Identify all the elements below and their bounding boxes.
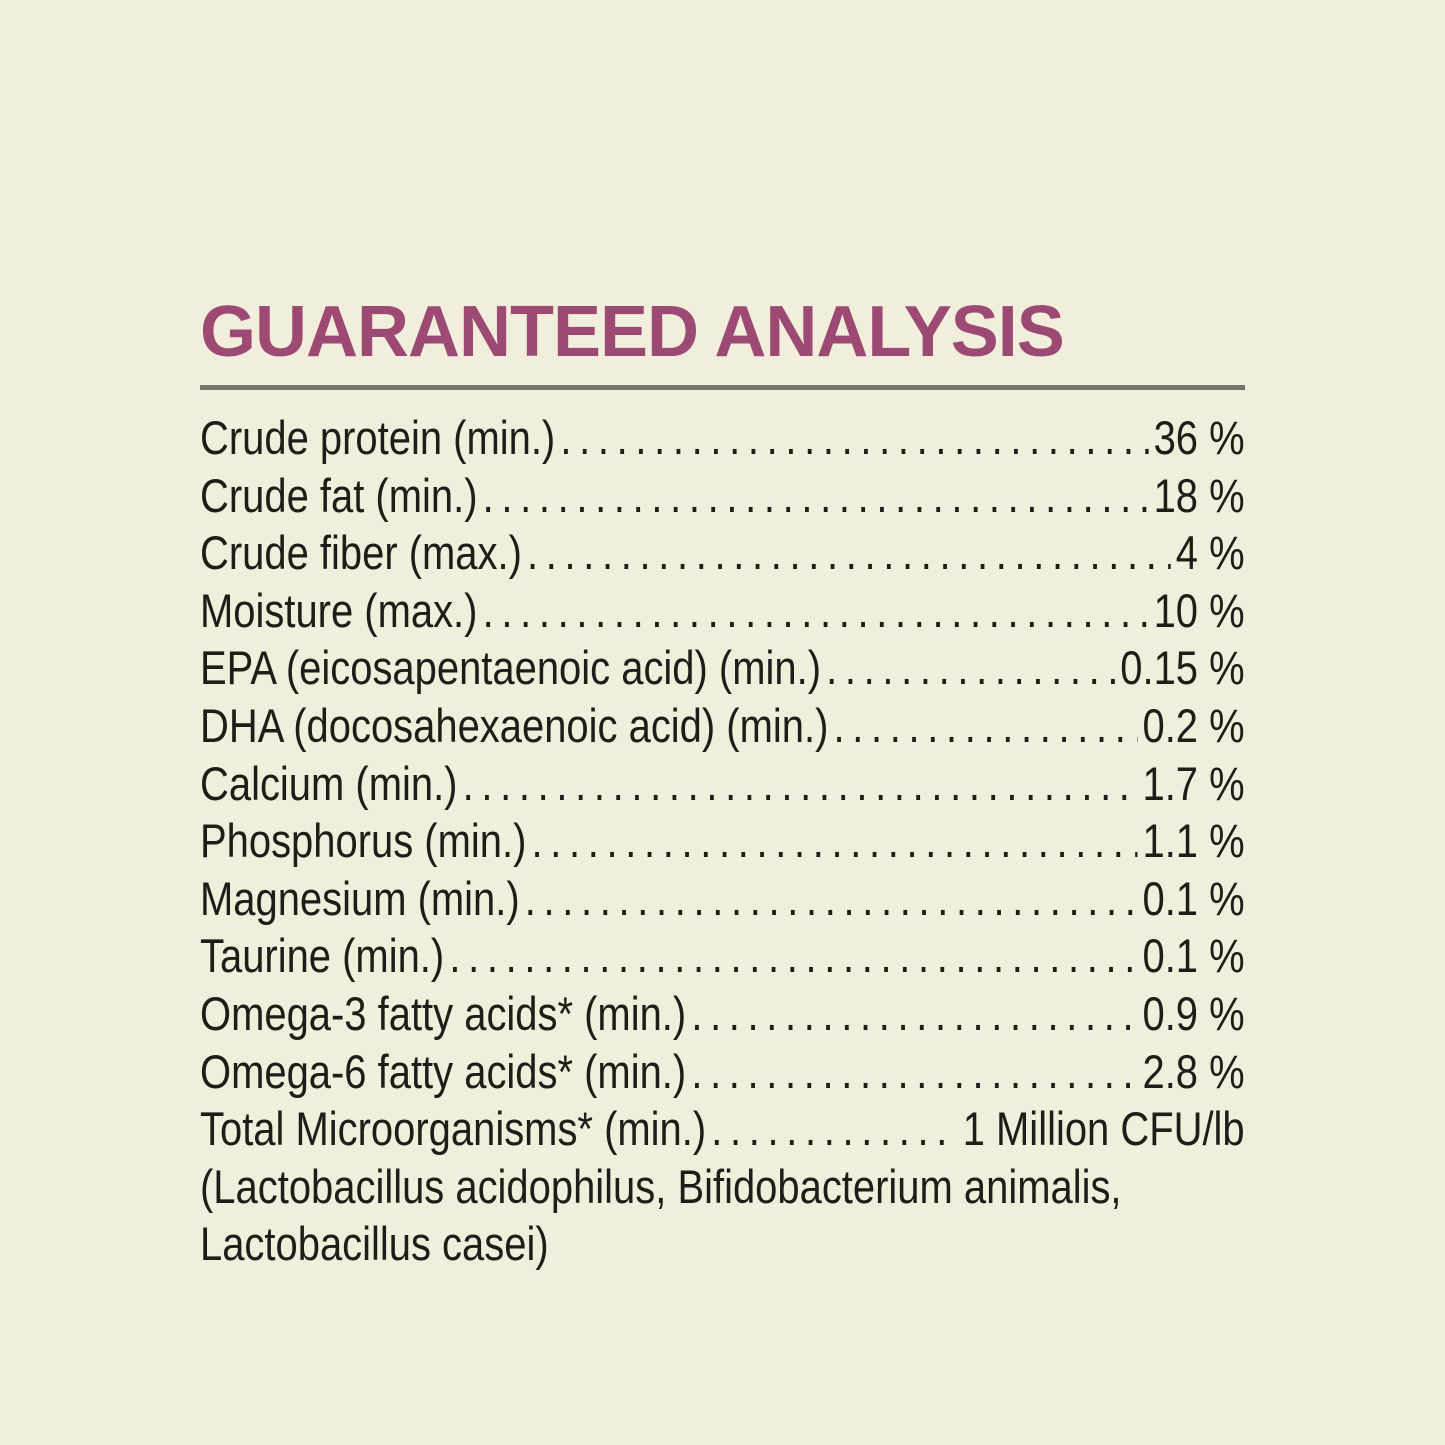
title-divider (200, 385, 1245, 390)
table-row: Taurine (min.) 0.1 % (200, 927, 1245, 985)
dot-leader (826, 639, 1115, 697)
table-row: DHA (docosahexaenoic acid) (min.) 0.2 % (200, 697, 1245, 755)
guaranteed-analysis-panel: GUARANTEED ANALYSIS Crude protein (min.)… (200, 296, 1245, 1273)
nutrient-label: Phosphorus (min.) (200, 814, 527, 868)
nutrient-label: Crude fat (min.) (200, 468, 478, 522)
nutrient-value: 4 % (1175, 526, 1245, 580)
table-row: Crude fat (min.) 18 % (200, 467, 1245, 525)
nutrient-value: 2.8 % (1142, 1044, 1245, 1098)
table-row: Total Microorganisms* (min.) 1 Million C… (200, 1100, 1245, 1158)
dot-leader (711, 1100, 957, 1158)
table-row: Phosphorus (min.) 1.1 % (200, 812, 1245, 870)
footnote-line-2: Lactobacillus casei) (200, 1217, 549, 1271)
microorganisms-footnote: (Lactobacillus acidophilus, Bifidobacter… (200, 1158, 1245, 1273)
nutrient-value: 36 % (1153, 411, 1245, 464)
nutrient-value: 0.1 % (1142, 929, 1245, 983)
table-row: Magnesium (min.) 0.1 % (200, 870, 1245, 928)
nutrient-label: Omega-3 fatty acids* (min.) (200, 986, 687, 1040)
page-title: GUARANTEED ANALYSIS (200, 292, 1065, 372)
nutrient-label: Calcium (min.) (200, 756, 458, 810)
dot-leader (463, 755, 1138, 813)
nutrient-label: Omega-6 fatty acids* (min.) (200, 1044, 687, 1098)
dot-leader (525, 870, 1138, 928)
nutrient-label: Crude fiber (max.) (200, 526, 522, 580)
table-row: Omega-3 fatty acids* (min.) 0.9 % (200, 985, 1245, 1043)
dot-leader (560, 409, 1148, 467)
dot-leader (532, 812, 1138, 870)
nutrient-value: 10 % (1153, 583, 1245, 637)
table-row: Crude protein (min.) 36 % (200, 409, 1245, 467)
analysis-table: Crude protein (min.) 36 % Crude fat (min… (200, 409, 1245, 1273)
dot-leader (691, 985, 1137, 1043)
dot-leader (691, 1043, 1137, 1101)
nutrient-label: EPA (eicosapentaenoic acid) (min.) (200, 641, 822, 695)
nutrient-label: Crude protein (min.) (200, 411, 556, 464)
table-row: EPA (eicosapentaenoic acid) (min.) 0.15 … (200, 639, 1245, 697)
nutrient-label: Total Microorganisms* (min.) (200, 1102, 707, 1156)
nutrient-value: 0.1 % (1142, 871, 1245, 925)
dot-leader (483, 582, 1149, 640)
table-row: Calcium (min.) 1.7 % (200, 755, 1245, 813)
dot-leader (449, 927, 1137, 985)
table-row: Moisture (max.) 10 % (200, 582, 1245, 640)
nutrient-label: Taurine (min.) (200, 929, 445, 983)
nutrient-label: Magnesium (min.) (200, 871, 520, 925)
nutrient-label: Moisture (max.) (200, 583, 478, 637)
nutrient-value: 0.9 % (1142, 986, 1245, 1040)
dot-leader (833, 697, 1137, 755)
footnote-line-1: (Lactobacillus acidophilus, Bifidobacter… (200, 1159, 1122, 1213)
table-row: Crude fiber (max.) 4 % (200, 524, 1245, 582)
nutrient-value: 1 Million CFU/lb (962, 1102, 1245, 1156)
nutrient-value: 0.2 % (1142, 698, 1245, 752)
dot-leader (527, 524, 1171, 582)
dot-leader (483, 467, 1149, 525)
nutrient-value: 0.15 % (1120, 641, 1245, 695)
table-row: Omega-6 fatty acids* (min.) 2.8 % (200, 1043, 1245, 1101)
nutrient-value: 1.7 % (1142, 756, 1245, 810)
nutrient-label: DHA (docosahexaenoic acid) (min.) (200, 698, 829, 752)
nutrient-value: 1.1 % (1142, 814, 1245, 868)
nutrient-value: 18 % (1153, 468, 1245, 522)
